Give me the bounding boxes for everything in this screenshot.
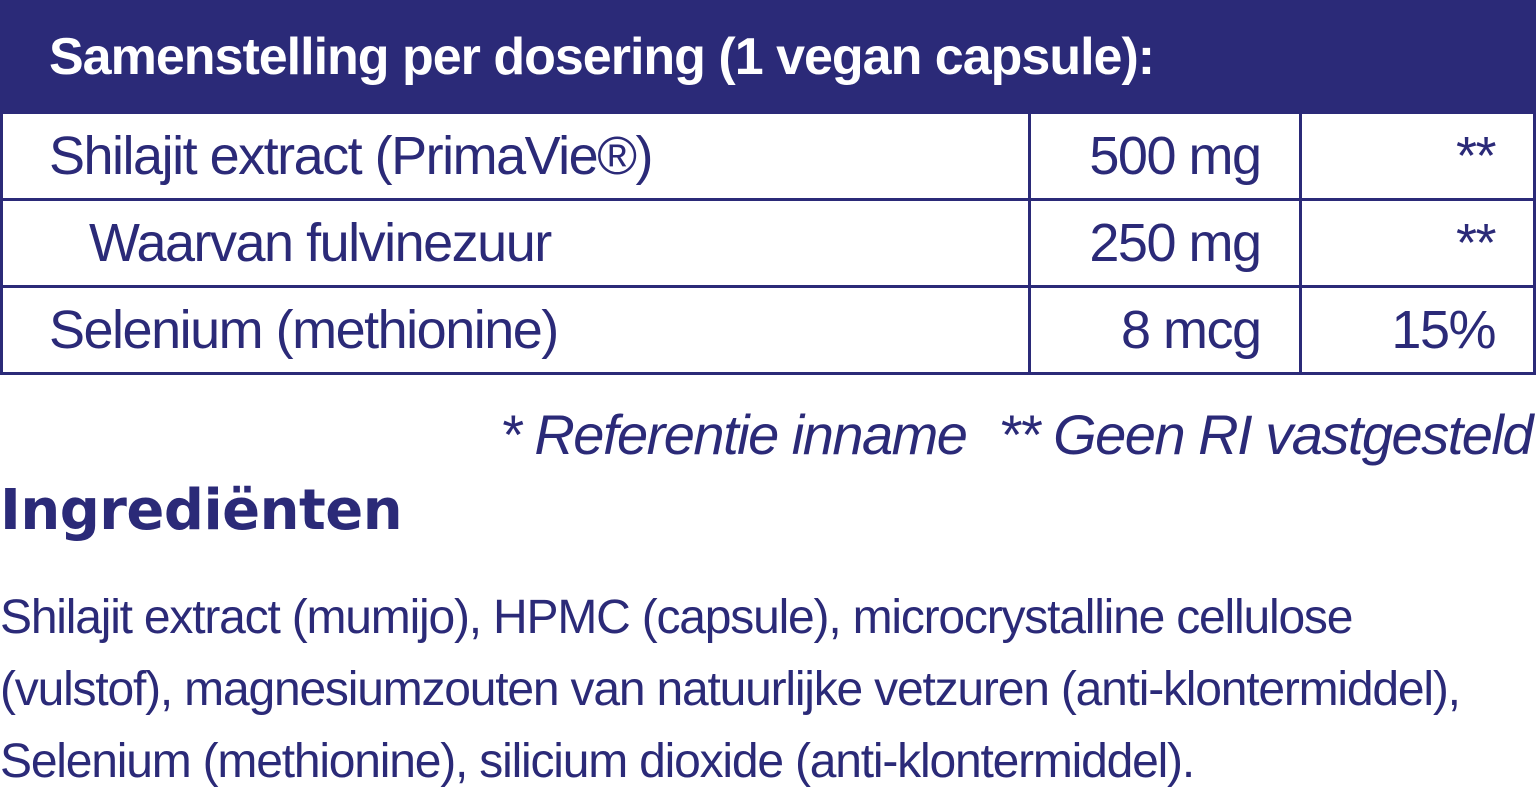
footnote-reference-intake: * Referentie inname [500,403,968,466]
table-row: Shilajit extract (PrimaVie®) 500 mg ** [0,111,1536,201]
ingredient-ri: 15% [1298,285,1536,375]
composition-table-header: Samenstelling per dosering (1 vegan caps… [1,1,1535,113]
table-row: Selenium (methionine) 8 mcg 15% [0,285,1536,375]
ingredient-name: Selenium (methionine) [0,285,1031,375]
ingredients-text: Shilajit extract (mumijo), HPMC (capsule… [0,591,1461,788]
ingredient-ri: ** [1298,111,1536,201]
ingredient-amount: 8 mcg [1027,285,1302,375]
ingredients-heading: Ingrediënten [0,478,403,543]
table-row: Waarvan fulvinezuur 250 mg ** [0,198,1536,288]
ingredient-name: Shilajit extract (PrimaVie®) [0,111,1031,201]
composition-table-header-row: Samenstelling per dosering (1 vegan caps… [1,1,1535,113]
ingredient-name: Waarvan fulvinezuur [0,198,1031,288]
composition-table: Samenstelling per dosering (1 vegan caps… [0,0,1536,375]
ingredient-amount: 250 mg [1027,198,1302,288]
ingredient-amount: 500 mg [1027,111,1302,201]
footnote-no-ri: ** Geen RI vastgesteld [998,403,1533,466]
ingredient-ri: ** [1298,198,1536,288]
footnote: * Referentie inname ** Geen RI vastgestel… [500,402,1533,467]
